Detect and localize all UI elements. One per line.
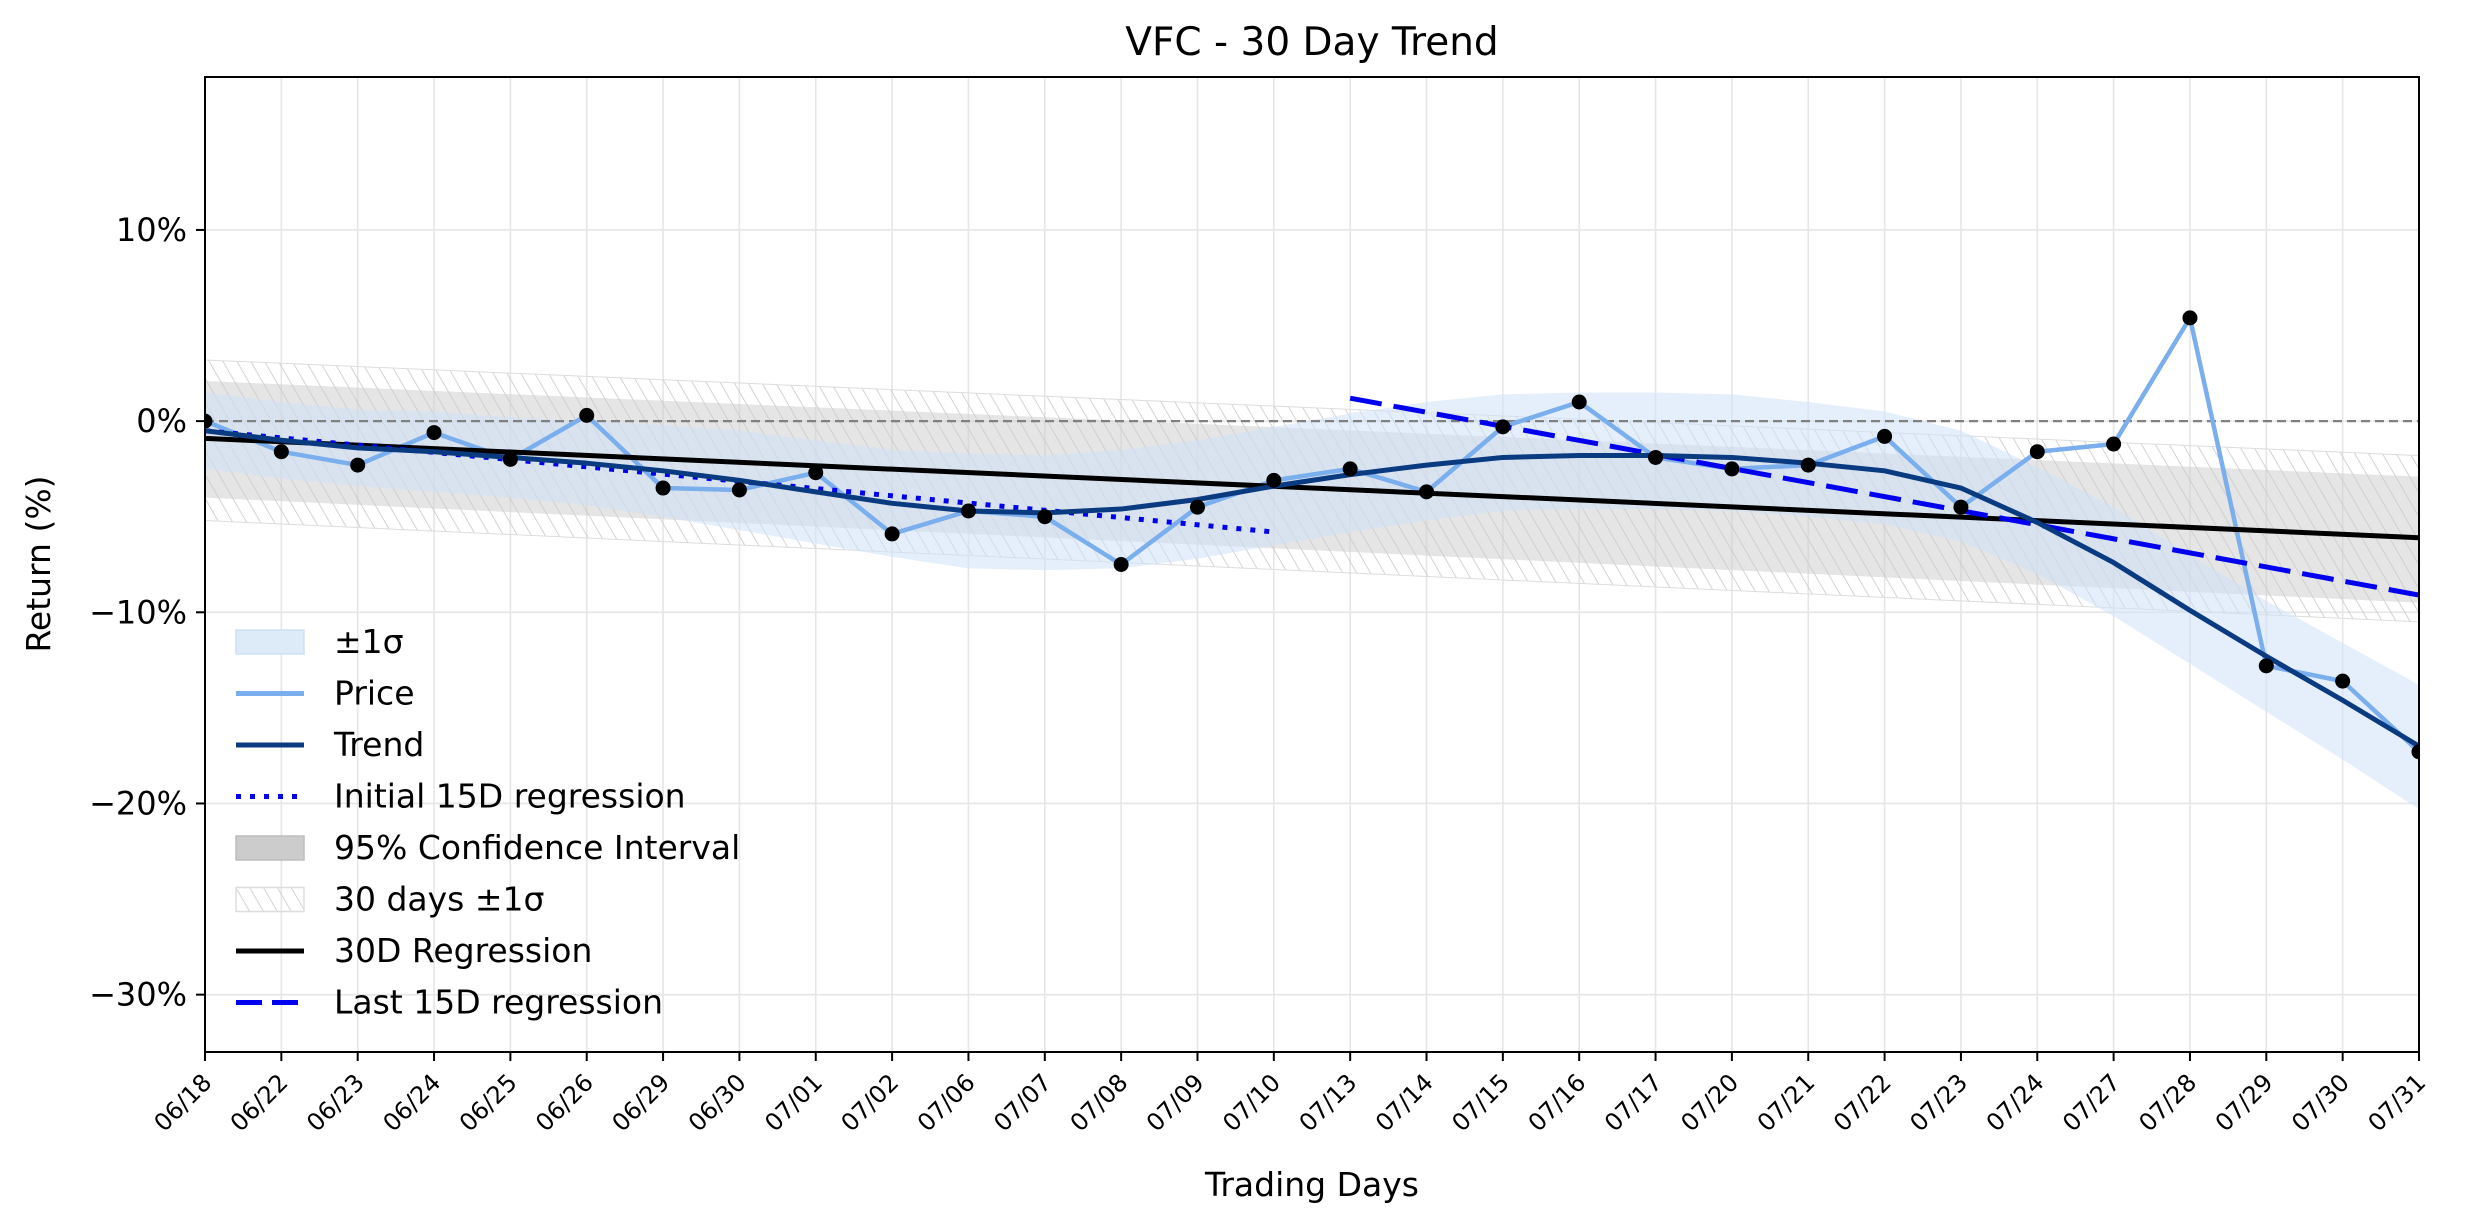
series-line-30d-regression bbox=[205, 435, 2419, 541]
legend-item: 30 days ±1σ bbox=[235, 880, 544, 919]
price-point bbox=[1648, 449, 1664, 465]
series-line-trend bbox=[205, 428, 2419, 749]
price-point bbox=[1266, 472, 1282, 488]
price-point bbox=[1342, 461, 1358, 477]
price-point bbox=[1877, 428, 1893, 444]
legend-item: Last 15D regression bbox=[236, 983, 663, 1022]
series-line-last-15d-regression bbox=[1349, 395, 2419, 598]
price-point bbox=[1495, 419, 1511, 435]
legend-swatch bbox=[235, 835, 305, 861]
legend-label: ±1σ bbox=[334, 622, 404, 661]
price-point bbox=[502, 451, 518, 467]
legend-label: 30 days ±1σ bbox=[334, 880, 544, 919]
legend-item: Trend bbox=[236, 725, 424, 764]
legend: ±1σ Price Trend Initial 15D regression 95% C… bbox=[235, 622, 740, 1022]
series-line-price bbox=[205, 315, 2419, 754]
chart-title: VFC - 30 Day Trend bbox=[1125, 20, 1498, 65]
price-point bbox=[2335, 673, 2351, 689]
y-axis-label: Return (%) bbox=[19, 475, 58, 652]
price-point bbox=[2182, 310, 2198, 326]
y-tick-label: −30% bbox=[89, 976, 187, 1014]
price-point bbox=[2258, 658, 2274, 674]
price-point bbox=[884, 526, 900, 542]
price-point bbox=[1113, 557, 1129, 572]
price-point bbox=[2411, 744, 2419, 760]
legend-label: Trend bbox=[333, 725, 424, 764]
legend-item: Initial 15D regression bbox=[236, 777, 686, 816]
price-point bbox=[731, 482, 747, 498]
price-point bbox=[2029, 444, 2045, 460]
legend-label: Last 15D regression bbox=[334, 983, 663, 1022]
legend-item: 95% Confidence Interval bbox=[235, 828, 740, 867]
legend-label: 30D Regression bbox=[334, 931, 592, 970]
price-point bbox=[2106, 436, 2122, 452]
price-point bbox=[579, 407, 595, 423]
price-point bbox=[960, 503, 976, 519]
price-point bbox=[1953, 499, 1969, 515]
legend-item: ±1σ bbox=[235, 622, 404, 661]
price-point bbox=[205, 413, 213, 429]
price-point bbox=[350, 457, 366, 473]
price-point bbox=[273, 444, 289, 460]
price-point bbox=[1800, 457, 1816, 473]
plot-frame bbox=[204, 76, 2420, 1053]
price-point bbox=[1037, 509, 1053, 525]
price-point bbox=[1724, 461, 1740, 477]
y-tick-label: 10% bbox=[116, 211, 187, 249]
price-point bbox=[1189, 499, 1205, 515]
price-point bbox=[1571, 394, 1587, 410]
y-tick-label: −20% bbox=[89, 784, 187, 822]
legend-swatch bbox=[235, 629, 305, 655]
legend-label: Initial 15D regression bbox=[334, 777, 686, 816]
legend-swatch bbox=[235, 886, 305, 913]
legend-item: Price bbox=[236, 674, 415, 713]
legend-label: 95% Confidence Interval bbox=[334, 828, 740, 867]
x-axis-label: Trading Days bbox=[1204, 1165, 1419, 1204]
price-point bbox=[808, 465, 824, 481]
plot-area bbox=[205, 310, 2419, 810]
price-point bbox=[655, 480, 671, 496]
legend-item: 30D Regression bbox=[236, 931, 592, 970]
price-point bbox=[426, 425, 442, 441]
price-point bbox=[1419, 484, 1435, 500]
legend-label: Price bbox=[334, 674, 415, 713]
band-sigma bbox=[205, 392, 2419, 810]
y-tick-label: 0% bbox=[136, 402, 187, 440]
y-tick-label: −10% bbox=[89, 593, 187, 631]
